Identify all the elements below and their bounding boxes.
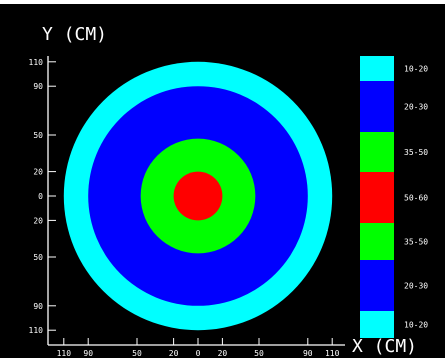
legend-swatch: [360, 311, 394, 338]
legend-swatch: [360, 132, 394, 172]
legend-swatch: [360, 223, 394, 260]
y-tick-label: 50: [33, 253, 43, 262]
legend-swatch: [360, 260, 394, 311]
x-tick-label: 90: [83, 349, 93, 358]
legend-label: 35-50: [404, 148, 428, 157]
y-tick-label: 110: [29, 326, 44, 335]
x-tick-label: 20: [169, 349, 179, 358]
x-tick-label: 110: [57, 349, 72, 358]
y-tick-label: 50: [33, 131, 43, 140]
x-tick-label: 0: [196, 349, 201, 358]
y-tick-label: 90: [33, 82, 43, 91]
legend-label: 35-50: [404, 238, 428, 247]
axes-group: 110 90 50 20 0 20 50 90 110 110 90 50 20 0 20 50 90 110: [29, 56, 345, 358]
y-tick-label: 90: [33, 302, 43, 311]
y-tick-label: 0: [38, 192, 43, 201]
ring-50-60-3: [173, 171, 223, 221]
legend: 10-20 20-30 35-50 50-60 35-50 20-30 10-20: [360, 56, 428, 338]
legend-label: 10-20: [404, 65, 428, 74]
legend-label: 50-60: [404, 194, 428, 203]
y-axis-label: Y (CM): [42, 24, 107, 45]
x-tick-label: 50: [132, 349, 142, 358]
x-tick-label: 90: [303, 349, 313, 358]
x-tick-label: 110: [325, 349, 340, 358]
legend-label: 10-20: [404, 321, 428, 330]
y-tick-label: 20: [33, 168, 43, 177]
legend-label: 20-30: [404, 282, 428, 291]
legend-swatch: [360, 81, 394, 132]
legend-swatch: [360, 172, 394, 223]
y-tick-label: 110: [29, 58, 44, 67]
x-tick-label: 20: [218, 349, 228, 358]
y-tick-label: 20: [33, 216, 43, 225]
ring-group: [63, 61, 333, 331]
legend-label: 20-30: [404, 103, 428, 112]
legend-swatch: [360, 56, 394, 81]
x-axis-label: X (CM): [352, 336, 417, 357]
x-tick-label: 50: [254, 349, 264, 358]
